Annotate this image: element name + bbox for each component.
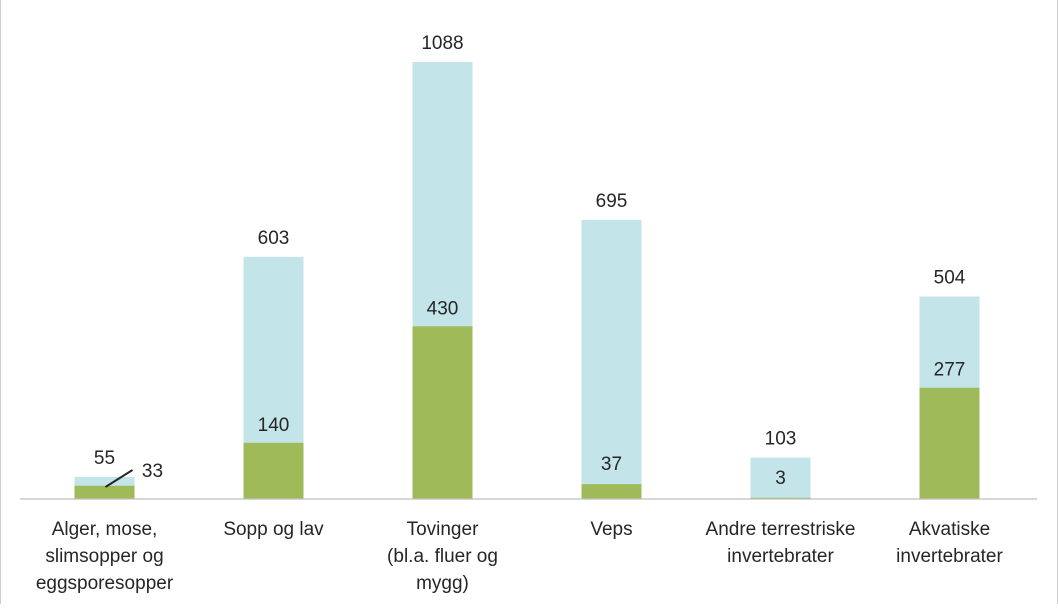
x-tick-label: Tovinger: [407, 519, 479, 540]
x-tick-label: Andre terrestriske: [706, 519, 856, 540]
data-label-subset: 140: [258, 415, 290, 436]
bar-total: [581, 219, 642, 499]
x-tick-label: Veps: [590, 519, 632, 540]
labels-layer: 55 33 Alger, mose, slimsopper og eggsporesop…: [36, 33, 1004, 594]
x-tick-label: Sopp og lav: [223, 519, 324, 540]
data-label-total: 55: [94, 448, 115, 469]
data-label-total: 603: [258, 228, 290, 249]
bar-subset: [74, 485, 135, 499]
data-label-subset: 430: [427, 298, 459, 319]
data-label-total: 1088: [421, 33, 463, 54]
x-tick-label: eggsporesopper: [36, 573, 174, 594]
x-tick-label: Akvatiske: [909, 519, 990, 540]
bar-subset: [412, 326, 473, 499]
data-label-subset: 277: [934, 360, 966, 381]
bar-subset: [750, 497, 811, 499]
data-label-subset: 33: [142, 461, 163, 482]
x-tick-label: mygg): [416, 573, 469, 594]
data-label-total: 103: [765, 429, 797, 450]
leader-line: [104, 469, 134, 488]
x-tick-label: invertebrater: [727, 546, 834, 567]
x-tick-label: slimsopper og: [45, 546, 163, 567]
bar-subset: [243, 442, 304, 499]
data-label-subset: 37: [601, 454, 622, 475]
data-label-total: 504: [934, 268, 966, 289]
bars-layer: [74, 62, 980, 499]
bar-subset: [919, 387, 980, 499]
data-label-total: 695: [596, 191, 628, 212]
data-label-subset: 3: [775, 468, 786, 489]
bar-subset: [581, 484, 642, 499]
x-tick-label: invertebrater: [896, 546, 1003, 567]
x-tick-label: (bl.a. fluer og: [387, 546, 498, 567]
x-tick-label: Alger, mose,: [52, 519, 158, 540]
bar-total: [750, 457, 811, 499]
